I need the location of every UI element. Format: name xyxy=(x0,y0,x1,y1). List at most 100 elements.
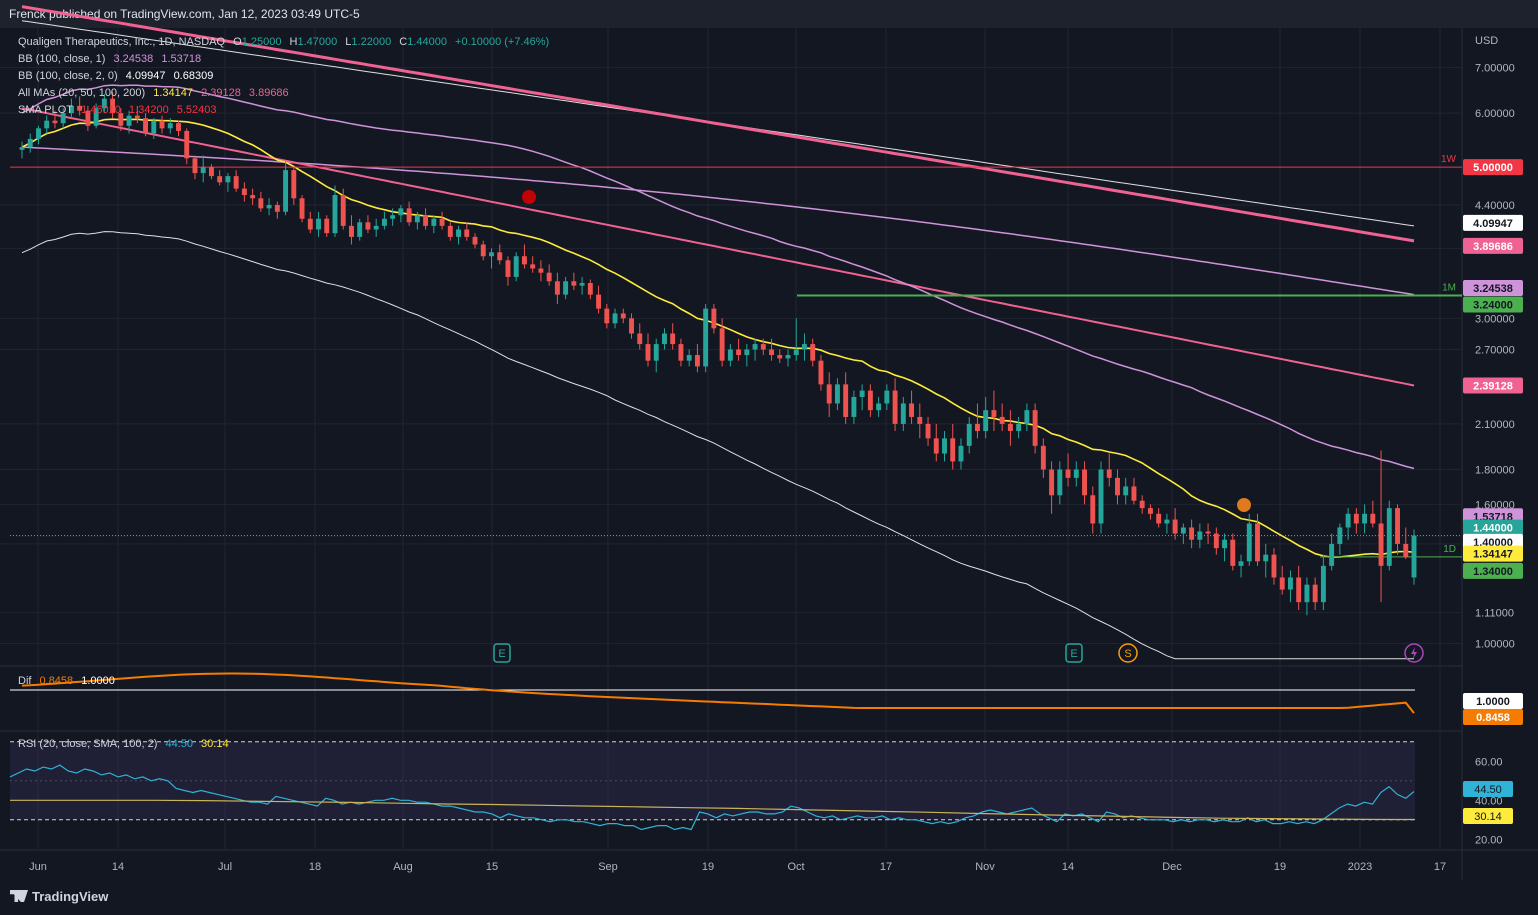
level-label-1D: 1D xyxy=(1443,544,1456,555)
marker-dot-orange xyxy=(1237,498,1251,512)
candle xyxy=(1287,570,1293,603)
candle-body xyxy=(200,167,206,174)
candle xyxy=(93,103,99,129)
candle xyxy=(793,318,799,361)
candle-body xyxy=(777,355,783,359)
legend-smaplot-label: SMA PLOT xyxy=(18,104,74,116)
price-tag-bg xyxy=(1463,296,1523,313)
candle xyxy=(176,120,181,137)
candle xyxy=(662,328,667,350)
candle xyxy=(316,211,321,237)
candle-body xyxy=(1156,513,1162,524)
candle xyxy=(546,264,552,286)
candle-body xyxy=(1337,527,1343,544)
price-tag-label: 5.00000 xyxy=(1473,162,1513,174)
legend-mas-row[interactable]: All MAs (20, 50, 100, 200) 1.34147 2.391… xyxy=(18,87,294,99)
candle xyxy=(489,248,494,269)
candle-body xyxy=(332,195,338,234)
candle xyxy=(1082,461,1087,505)
earnings-icon xyxy=(1065,643,1083,663)
event-marker-E: E xyxy=(493,643,511,663)
candle xyxy=(670,323,676,350)
candle-body xyxy=(1106,469,1112,478)
dif-tag-bg xyxy=(1463,709,1523,725)
candle xyxy=(1345,508,1351,540)
candle-body xyxy=(472,236,478,245)
candle-body xyxy=(1312,584,1318,603)
candle-body xyxy=(974,423,980,432)
candle xyxy=(134,105,140,124)
candle-body xyxy=(208,167,214,177)
candle xyxy=(1230,533,1236,571)
legend-bb2-row[interactable]: BB (100, close, 2, 0) 4.09947 0.68309 xyxy=(18,70,218,82)
candle-body xyxy=(184,130,190,159)
candle xyxy=(390,208,396,226)
candle-body xyxy=(423,215,429,226)
candle xyxy=(101,94,107,114)
candle-body xyxy=(19,147,25,150)
price-tag-bg xyxy=(1463,237,1523,254)
candle xyxy=(472,233,478,249)
rsi-tag-bg xyxy=(1463,808,1513,824)
price-tick-label: 7.00000 xyxy=(1475,63,1515,75)
candle-body xyxy=(662,333,667,345)
candle-body xyxy=(678,344,684,361)
candle xyxy=(867,384,873,417)
candle xyxy=(505,256,511,286)
time-tick-label: 17 xyxy=(880,861,892,873)
candle xyxy=(538,260,544,282)
tradingview-logo[interactable]: TradingView xyxy=(10,889,108,904)
candle xyxy=(1378,450,1384,603)
candle xyxy=(1320,554,1326,610)
candle xyxy=(1411,529,1417,585)
candle-body xyxy=(859,390,865,397)
candle-body xyxy=(826,384,832,404)
candle xyxy=(1098,461,1104,534)
candle-body xyxy=(1197,531,1203,540)
candle-body xyxy=(1032,410,1038,446)
candle xyxy=(678,338,684,367)
candle-body xyxy=(85,110,91,126)
legend-smaplot-row[interactable]: SMA PLOT 1.46010 1.34200 5.52403 xyxy=(18,104,222,116)
candle xyxy=(1040,438,1046,478)
candle xyxy=(365,215,371,234)
candle-body xyxy=(68,105,74,114)
candle-body xyxy=(703,308,709,367)
candle-body xyxy=(1403,543,1409,557)
candle-body xyxy=(802,344,807,350)
time-tick-label: 19 xyxy=(1274,861,1286,873)
candle-body xyxy=(645,344,651,361)
candle-body xyxy=(1353,513,1359,524)
legend-mas-v0: 1.34147 xyxy=(153,87,194,99)
candle xyxy=(1370,500,1376,528)
candle-body xyxy=(266,204,272,209)
candle-body xyxy=(744,349,750,356)
candle xyxy=(1222,533,1228,562)
legend-bb1-row[interactable]: BB (100, close, 1) 3.24538 1.53718 xyxy=(18,53,206,65)
legend-rsi-row[interactable]: RSI (20, close, SMA, 100, 2) 44.50 30.14 xyxy=(18,738,234,750)
candle xyxy=(208,164,214,180)
candle xyxy=(727,344,733,367)
candle xyxy=(1057,461,1063,505)
candle-body xyxy=(579,283,585,286)
chart-canvas[interactable]: 7.000006.000004.400003.800003.000002.700… xyxy=(0,0,1538,880)
candle xyxy=(521,244,527,269)
candle-body xyxy=(1345,513,1351,528)
legend-smaplot-v1: 1.34200 xyxy=(128,104,169,116)
candle-body xyxy=(283,170,289,212)
candle-body xyxy=(316,218,321,230)
candle xyxy=(398,204,404,223)
candle-body xyxy=(299,198,305,219)
candle xyxy=(587,279,593,300)
candle-body xyxy=(324,218,330,234)
candle-body xyxy=(1131,486,1137,501)
candle-body xyxy=(1049,469,1055,496)
bb2-lower-line xyxy=(21,231,1414,660)
candle xyxy=(1172,508,1178,540)
candle-body xyxy=(884,390,890,404)
price-tag-label: 3.24000 xyxy=(1473,300,1513,312)
earnings-icon-glyph: E xyxy=(1070,648,1077,660)
candle-body xyxy=(1189,527,1195,540)
candle-body xyxy=(274,204,280,212)
legend-dif-row[interactable]: Dif 0.8458 1.0000 xyxy=(18,675,120,687)
